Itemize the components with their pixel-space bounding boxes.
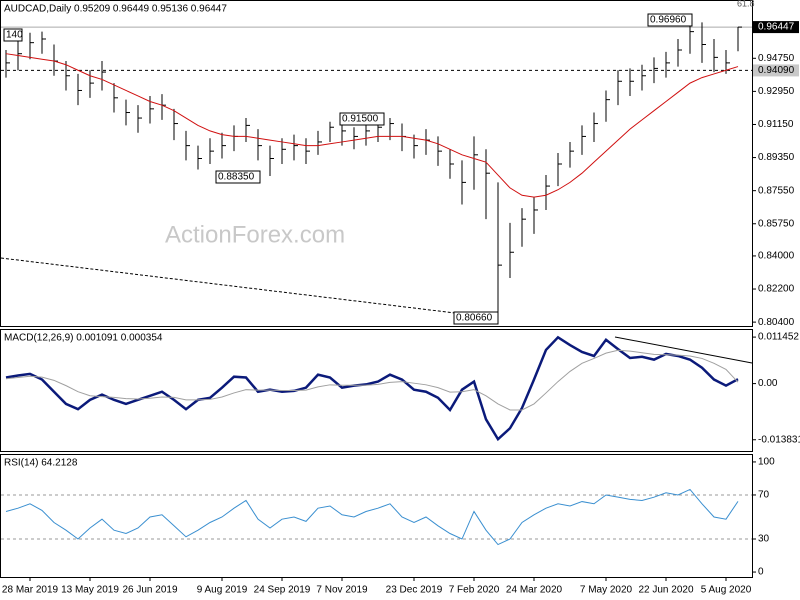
annotation: 140 — [6, 30, 23, 41]
x-tick-label: 7 Nov 2019 — [316, 585, 368, 596]
y-tick-label: 0.011452 — [758, 332, 799, 343]
x-tick-label: 28 Mar 2019 — [2, 585, 59, 596]
y-tick-label: 0.87550 — [758, 185, 795, 196]
x-tick-label: 24 Sep 2019 — [254, 585, 311, 596]
macd-frame — [0, 329, 753, 452]
rsi-frame — [0, 454, 753, 578]
annotation-box — [215, 170, 261, 184]
y-tick-label: 0.00 — [758, 378, 778, 389]
x-tick-label: 7 May 2020 — [580, 585, 633, 596]
annotation: 0.96960 — [650, 15, 687, 26]
annotation: 0.80660 — [456, 313, 493, 324]
indicator-line — [5, 349, 739, 411]
last-price-box — [753, 21, 799, 34]
x-tick-label: 7 Feb 2020 — [449, 585, 500, 596]
last-price-label: 0.96447 — [758, 22, 795, 33]
trend-line — [614, 336, 753, 364]
y-tick-label: -0.013831 — [758, 434, 800, 445]
y-tick-label: 0 — [758, 567, 764, 578]
annotation: 0.88350 — [218, 172, 255, 183]
x-tick-label: 26 Jun 2019 — [122, 585, 177, 596]
y-tick-label: 100 — [758, 457, 775, 468]
y-tick-label: 0.94750 — [758, 53, 795, 64]
moving-average — [5, 53, 739, 198]
annotation-box — [3, 28, 23, 42]
level-box — [753, 64, 799, 77]
y-tick-label: 0.84000 — [758, 251, 795, 262]
y-tick-label: 0.92950 — [758, 86, 795, 97]
indicator-line — [5, 335, 739, 442]
watermark: ActionForex.com — [165, 221, 345, 248]
x-tick-label: 5 Aug 2020 — [701, 585, 752, 596]
indicator-line — [5, 488, 739, 546]
level-label: 0.94090 — [758, 65, 795, 76]
x-tick-label: 9 Aug 2019 — [197, 585, 248, 596]
panel-title: AUDCAD,Daily 0.95209 0.96449 0.95136 0.9… — [4, 4, 227, 15]
annotation-box — [647, 13, 693, 27]
y-tick-label: 30 — [758, 534, 770, 545]
x-tick-label: 13 May 2019 — [61, 585, 119, 596]
panel-title: MACD(12,26,9) 0.001091 0.000354 — [4, 333, 163, 344]
y-tick-label: 70 — [758, 490, 770, 501]
y-tick-label: 0.91150 — [758, 119, 794, 130]
y-tick-label: 0.89350 — [758, 152, 795, 163]
fib-label: 61.8 — [737, 0, 755, 8]
price-frame — [0, 0, 753, 327]
y-tick-label: 0.85750 — [758, 218, 795, 229]
x-tick-label: 22 Jun 2020 — [638, 585, 693, 596]
annotation: 0.91500 — [342, 114, 379, 125]
x-tick-label: 24 Mar 2020 — [506, 585, 563, 596]
y-tick-label: 0.80400 — [758, 317, 795, 328]
annotation-box — [339, 112, 385, 126]
x-tick-label: 23 Dec 2019 — [386, 585, 443, 596]
annotation-box — [453, 311, 499, 325]
panel-title: RSI(14) 64.2128 — [4, 458, 78, 469]
trend-line — [0, 257, 456, 314]
y-tick-label: 0.82200 — [758, 284, 795, 295]
